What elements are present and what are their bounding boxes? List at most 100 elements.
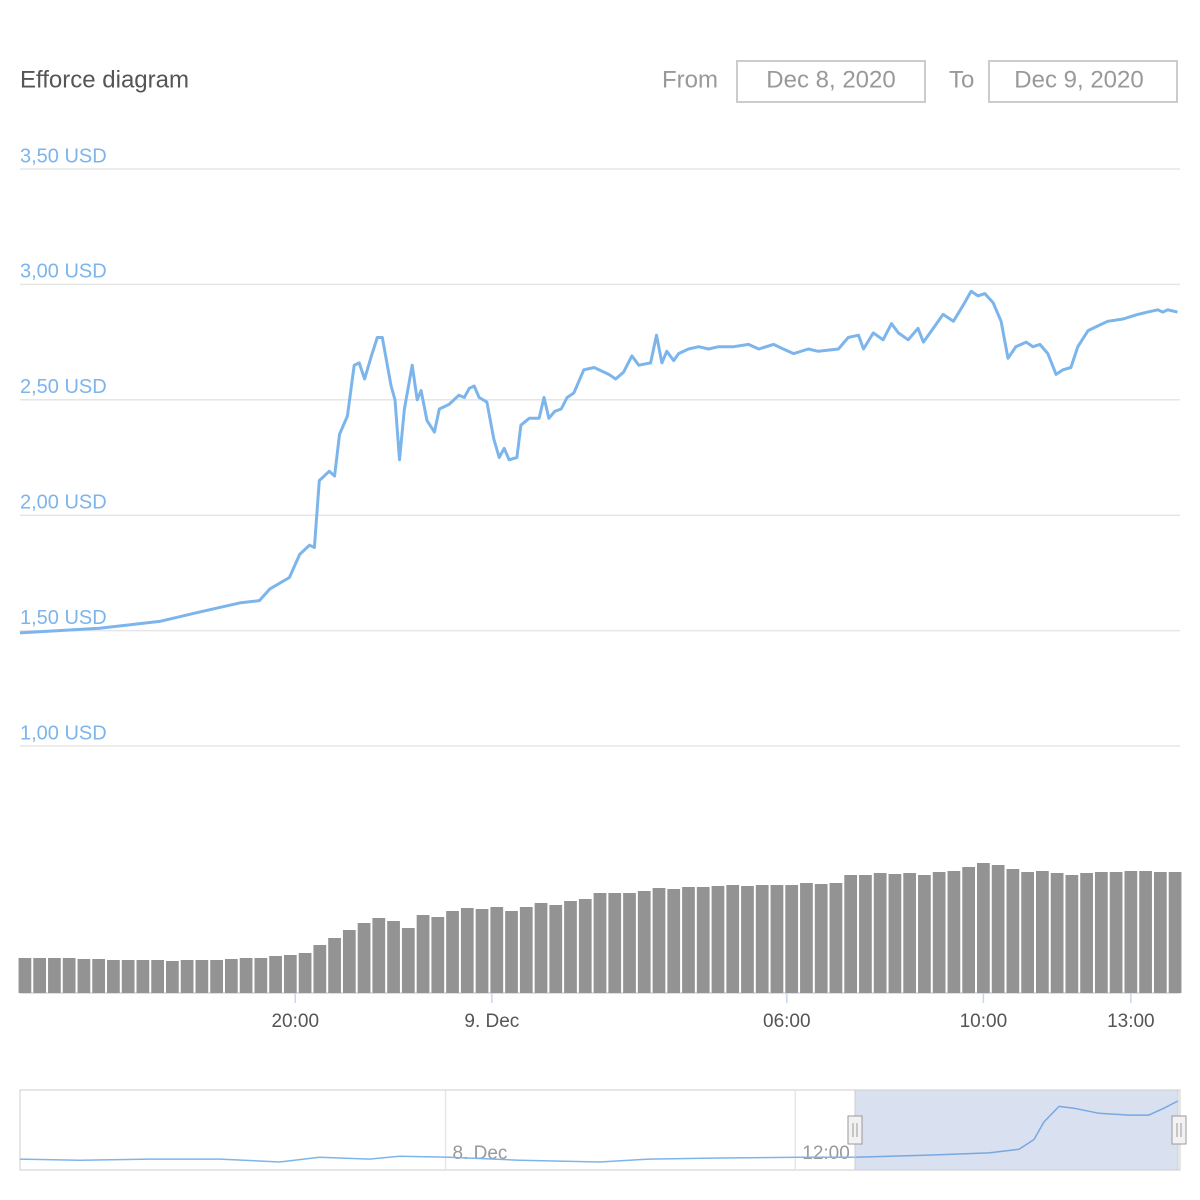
volume-bar [623, 893, 636, 993]
volume-bar [637, 891, 651, 993]
navigator-tick-label: 12:00 [802, 1143, 850, 1164]
volume-bar [1065, 875, 1079, 993]
input-box[interactable] [736, 60, 926, 103]
price-line [19, 289, 1178, 635]
volume-bar [239, 958, 253, 993]
input-box[interactable] [988, 60, 1178, 103]
volume-bar [1168, 872, 1182, 993]
volume-bar [283, 955, 297, 993]
volume-bar [1006, 869, 1020, 993]
from-date[interactable]: Dec 8, 2020 [766, 66, 895, 93]
volume-bar [357, 923, 371, 993]
volume-bar [224, 959, 238, 993]
volume-bar [77, 959, 91, 993]
volume-bar [1080, 873, 1093, 993]
navigator-mask [854, 1089, 1179, 1171]
volume-bar [829, 883, 843, 993]
volume-bar [416, 915, 430, 993]
volume-bar [859, 875, 872, 993]
volume-bar [490, 907, 504, 993]
navigator-line [19, 1099, 1180, 1163]
volume-bar [962, 867, 976, 993]
volume-bar [770, 885, 784, 993]
volume-bar [342, 930, 356, 993]
y-tick-label: 3,00 USD [20, 261, 107, 283]
handle-box[interactable] [847, 1115, 863, 1145]
volume-bar [549, 905, 563, 993]
volume-bar [298, 953, 312, 993]
volume-bar [505, 911, 518, 993]
volume-bar [372, 918, 386, 993]
volume-bar [696, 887, 710, 993]
x-tick-label: 06:00 [763, 1011, 811, 1032]
volume-bar [121, 960, 135, 993]
volume-bar [166, 961, 179, 993]
to-date[interactable]: Dec 9, 2020 [1014, 66, 1143, 93]
volume-bar [578, 899, 592, 993]
y-tick-label: 2,50 USD [20, 376, 107, 398]
navigator-handle[interactable] [1171, 1115, 1187, 1145]
volume-bar [652, 888, 666, 993]
volume-bar [888, 874, 902, 993]
navigator-tick-label: 8. Dec [453, 1143, 508, 1164]
volume-bar [593, 893, 607, 993]
volume-bar [33, 958, 47, 993]
volume-bar [1050, 873, 1064, 993]
volume-bar [1153, 872, 1167, 993]
volume-bar [814, 884, 828, 993]
volume-bar [1021, 872, 1034, 993]
handle-box[interactable] [1171, 1115, 1187, 1145]
volume-bar [446, 911, 459, 993]
to-label: To [949, 66, 974, 93]
volume-bar [726, 885, 740, 993]
volume-bar [151, 960, 164, 993]
volume-bar [1139, 871, 1152, 993]
volume-bar [18, 958, 32, 993]
volume-bar [269, 956, 282, 993]
volume-bar [741, 886, 754, 993]
volume-bar [210, 960, 223, 993]
volume-bar [800, 883, 813, 993]
y-tick-label: 3,50 USD [20, 145, 107, 167]
volume-bar [534, 903, 548, 993]
navigator-handle[interactable] [847, 1115, 863, 1145]
y-tick-label: 2,00 USD [20, 491, 107, 513]
volume-bar [475, 909, 489, 993]
volume-bar [1094, 872, 1108, 993]
volume-bar [608, 893, 622, 993]
volume-bar [107, 960, 120, 993]
volume-bar [977, 863, 990, 993]
volume-bar [932, 872, 946, 993]
x-tick-label: 10:00 [960, 1011, 1008, 1032]
y-tick-label: 1,00 USD [20, 722, 107, 744]
volume-bar [387, 921, 400, 993]
volume-bar [460, 908, 474, 993]
volume-bar [844, 875, 858, 993]
volume-bar [918, 875, 931, 993]
volume-bar [682, 887, 695, 993]
volume-bar [1036, 871, 1049, 993]
volume-bar [667, 889, 681, 993]
volume-bar [92, 959, 106, 993]
chart-title: Efforce diagram [20, 66, 189, 93]
volume-bar [401, 928, 415, 993]
volume-bar [48, 958, 61, 993]
volume-bar [519, 907, 533, 993]
volume-bar [180, 960, 194, 993]
to-input[interactable]: Dec 9, 2020 [988, 60, 1178, 103]
volume-bar [755, 885, 769, 993]
from-input[interactable]: Dec 8, 2020 [736, 60, 926, 103]
volume-bar [431, 917, 445, 993]
volume-bar [313, 945, 327, 993]
volume-bar [711, 886, 725, 993]
volume-bar [254, 958, 268, 993]
volume-bar [328, 938, 341, 993]
volume-bar [62, 958, 76, 993]
y-tick-label: 1,50 USD [20, 607, 107, 629]
volume-bar [947, 871, 961, 993]
volume-bar [564, 901, 577, 993]
volume-bar [136, 960, 150, 993]
x-tick-label: 20:00 [271, 1011, 319, 1032]
from-label: From [662, 66, 718, 93]
